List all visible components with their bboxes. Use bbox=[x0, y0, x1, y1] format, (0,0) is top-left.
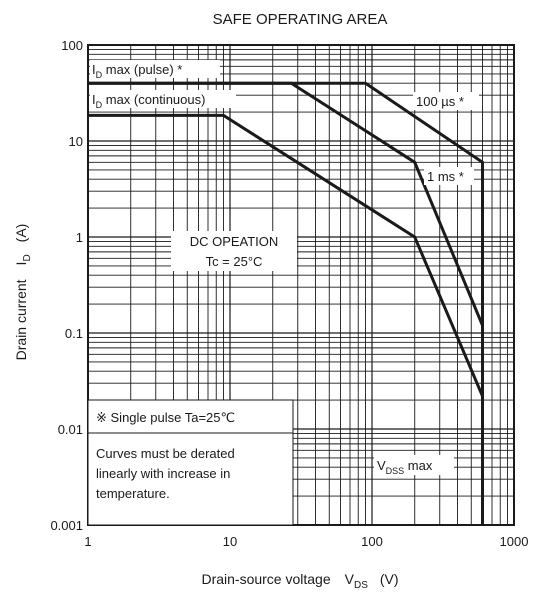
y-tick-label: 1 bbox=[76, 230, 83, 245]
id-cont-label: ID max (continuous) bbox=[92, 92, 205, 110]
grid-lines bbox=[87, 45, 514, 526]
id-cont-label-bg bbox=[90, 90, 236, 108]
x-axis-label: Drain-source voltage VDS (V) bbox=[201, 571, 398, 591]
y-tick-label: 0.01 bbox=[58, 422, 83, 437]
vdss-label: VDSS max bbox=[377, 458, 433, 476]
dc-label-line1: DC OPEATION bbox=[190, 234, 279, 249]
x-tick-label: 1 bbox=[84, 534, 91, 549]
note-single-pulse: ※ Single pulse Ta=25℃ bbox=[96, 410, 235, 425]
vdss-label-bg bbox=[374, 455, 454, 475]
y-tick-label: 100 bbox=[61, 38, 83, 53]
soa-curve bbox=[88, 113, 484, 525]
y-tick-labels: 100 10 1 0.1 0.01 0.001 bbox=[50, 38, 83, 533]
y-tick-label: 0.001 bbox=[50, 518, 83, 533]
note-derate-line1: Curves must be derated bbox=[96, 446, 235, 461]
x-tick-label: 10 bbox=[223, 534, 237, 549]
y-tick-label: 0.1 bbox=[65, 326, 83, 341]
note-derate-line2: linearly with increase in bbox=[96, 466, 230, 481]
label-1ms-bg bbox=[424, 167, 474, 185]
dc-label-bg bbox=[171, 231, 297, 271]
y-axis-label: Drain currentID(A) bbox=[13, 224, 33, 361]
x-tick-label: 100 bbox=[361, 534, 383, 549]
plot-frame bbox=[87, 44, 515, 526]
label-100us-bg bbox=[413, 92, 479, 110]
x-tick-labels: 1 10 100 1000 bbox=[84, 534, 528, 549]
x-tick-label: 1000 bbox=[500, 534, 529, 549]
label-1ms: 1 ms * bbox=[427, 169, 464, 184]
chart-title: SAFE OPERATING AREA bbox=[213, 11, 388, 28]
id-pulse-label: ID max (pulse) * bbox=[92, 62, 182, 80]
soa-curves bbox=[88, 81, 484, 525]
soa-curve bbox=[88, 81, 484, 525]
note-derate-line3: temperature. bbox=[96, 486, 170, 501]
label-100us: 100 µs * bbox=[416, 94, 464, 109]
id-pulse-label-bg bbox=[90, 60, 220, 78]
note-box bbox=[87, 399, 294, 526]
y-tick-label: 10 bbox=[69, 134, 83, 149]
dc-label-line2: Tc = 25°C bbox=[206, 254, 263, 269]
